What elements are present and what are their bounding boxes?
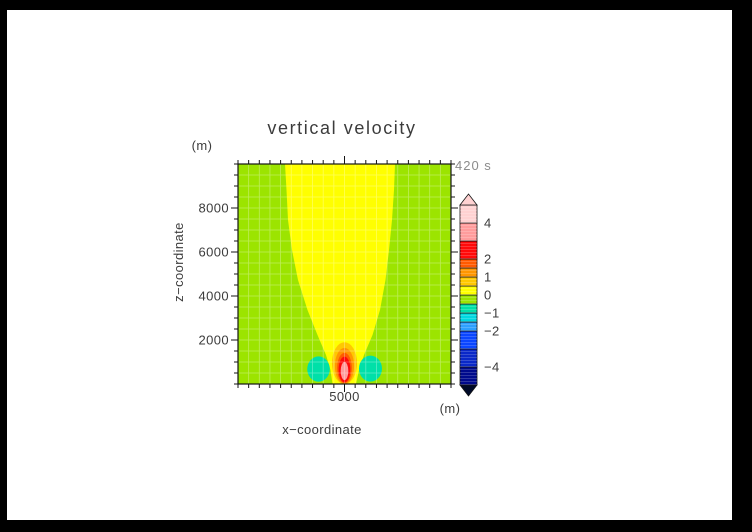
time-label: 420 s: [455, 158, 492, 173]
updraft-core-gt-3: [340, 362, 349, 381]
colorbar-label: −1: [484, 306, 500, 321]
colorbar-label: 0: [484, 288, 492, 303]
chart-title: vertical velocity: [267, 118, 416, 138]
y-tick-label: 8000: [198, 201, 229, 216]
colorbar-label: −4: [484, 360, 500, 375]
y-axis-unit: (m): [192, 138, 213, 153]
colorbar-label: 2: [484, 252, 492, 267]
colorbar-label: 4: [484, 216, 492, 231]
colorbar-stripe-texture: [460, 205, 477, 385]
x-axis-unit: (m): [440, 401, 461, 416]
x-axis-title: x−coordinate: [282, 422, 362, 437]
colorbar: 4 2 1 0 −1 −2 −4: [459, 193, 500, 397]
downdraft-right: [358, 355, 382, 382]
x-tick-label: 5000: [329, 389, 360, 404]
colorbar-label: −2: [484, 324, 500, 339]
colorbar-label: 1: [484, 270, 492, 285]
axis-ticks: [231, 156, 458, 392]
updraft-plume: [285, 164, 395, 384]
y-tick-label: 4000: [198, 289, 229, 304]
y-axis-title: z−coordinate: [171, 222, 186, 302]
y-tick-label: 2000: [198, 333, 229, 348]
grid-layer: [238, 164, 451, 384]
labels: vertical velocity (m) 420 s (m) x−coordi…: [171, 118, 492, 437]
contour-fill-layer: [238, 164, 451, 384]
downdraft-left: [307, 356, 330, 382]
y-tick-label: 6000: [198, 245, 229, 260]
